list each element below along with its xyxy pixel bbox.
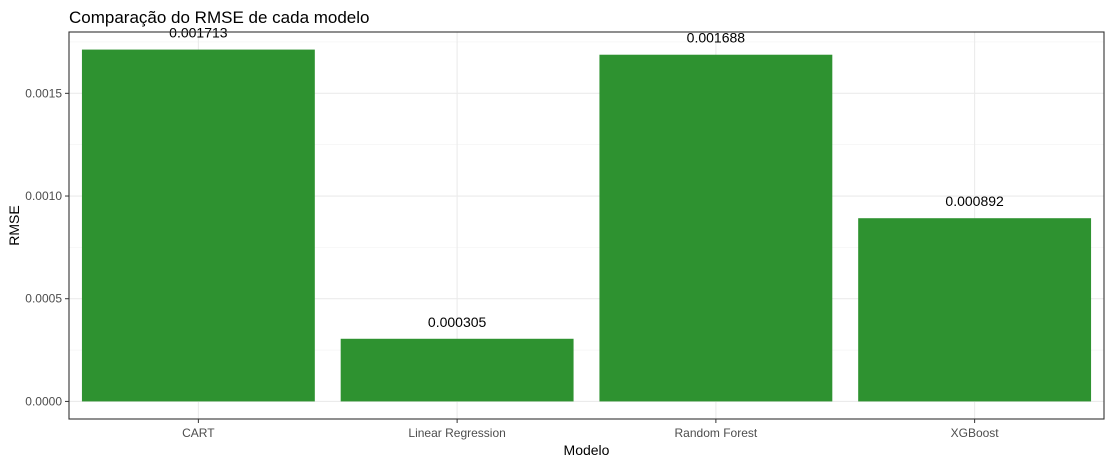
chart-title: Comparação do RMSE de cada modelo [69, 8, 370, 27]
bar [858, 218, 1092, 402]
y-axis-title: RMSE [6, 205, 22, 245]
bars [81, 49, 1092, 402]
y-tick-label: 0.0005 [25, 292, 62, 306]
x-tick-label: CART [182, 426, 215, 440]
x-tick-label: Random Forest [675, 426, 758, 440]
y-tick-label: 0.0010 [25, 189, 62, 203]
x-axis-title: Modelo [564, 442, 610, 458]
data-labels: 0.001713 0.000305 0.001688 0.000892 [169, 25, 1004, 330]
data-label: 0.000305 [428, 314, 487, 330]
data-label: 0.001713 [169, 25, 228, 41]
x-tick-label: Linear Regression [408, 426, 505, 440]
plot-panel-border [68, 31, 1105, 420]
data-label: 0.000892 [945, 193, 1004, 209]
data-label: 0.001688 [687, 30, 746, 46]
x-tick-label: XGBoost [951, 426, 1000, 440]
y-tick-label: 0.0015 [25, 86, 62, 100]
bar [340, 338, 574, 402]
bar [81, 49, 315, 402]
y-axis: 0.0000 0.0005 0.0010 0.0015 [25, 86, 69, 408]
bar [599, 54, 833, 402]
x-axis: CART Linear Regression Random Forest XGBoos… [182, 419, 999, 440]
y-tick-label: 0.0000 [25, 394, 62, 408]
